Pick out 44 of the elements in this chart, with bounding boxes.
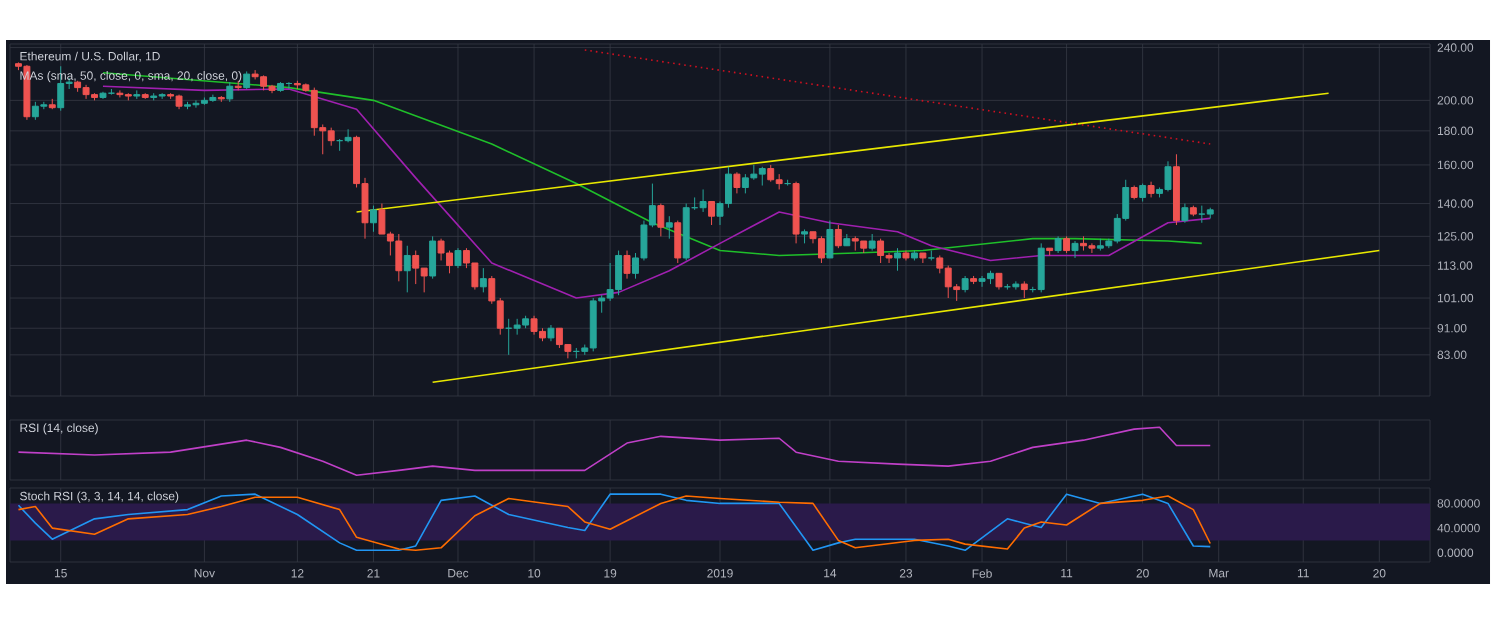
candlestick xyxy=(192,99,200,109)
line-series xyxy=(102,71,1203,257)
candlestick xyxy=(310,87,318,137)
candlestick xyxy=(674,220,682,264)
line-series xyxy=(102,85,1212,299)
candlestick xyxy=(1181,203,1189,224)
candlestick xyxy=(877,238,885,264)
candlestick xyxy=(158,92,166,100)
candlestick xyxy=(699,188,707,213)
candlestick xyxy=(412,250,420,285)
candlestick xyxy=(733,171,741,194)
candlestick xyxy=(454,247,462,269)
candlestick xyxy=(479,267,487,293)
candlestick xyxy=(378,203,386,235)
candlestick xyxy=(817,235,825,264)
candlestick xyxy=(555,327,563,349)
candlestick xyxy=(708,200,716,226)
candlestick xyxy=(944,265,952,299)
candlestick xyxy=(403,245,411,293)
candlestick xyxy=(894,247,901,272)
candlestick xyxy=(327,127,335,147)
candlestick xyxy=(370,205,377,233)
candlestick xyxy=(657,203,665,237)
candlestick xyxy=(615,250,623,296)
candlestick xyxy=(513,318,521,336)
candlestick xyxy=(978,275,986,288)
candlestick xyxy=(530,315,538,336)
candlestick xyxy=(344,128,352,143)
candlestick xyxy=(1071,240,1079,259)
candlestick xyxy=(623,250,631,280)
candlestick xyxy=(826,220,834,259)
candlestick xyxy=(1088,242,1096,254)
candlestick xyxy=(1164,160,1172,192)
candlestick xyxy=(1037,242,1045,293)
candlestick xyxy=(226,81,234,103)
candlestick xyxy=(606,262,614,302)
candlestick xyxy=(758,166,766,187)
candlestick xyxy=(741,173,749,194)
candlestick xyxy=(834,224,842,249)
candlestick xyxy=(665,215,673,240)
candlestick xyxy=(395,233,403,282)
candlestick xyxy=(437,238,445,261)
candlestick xyxy=(589,297,597,352)
candlestick xyxy=(429,235,437,280)
